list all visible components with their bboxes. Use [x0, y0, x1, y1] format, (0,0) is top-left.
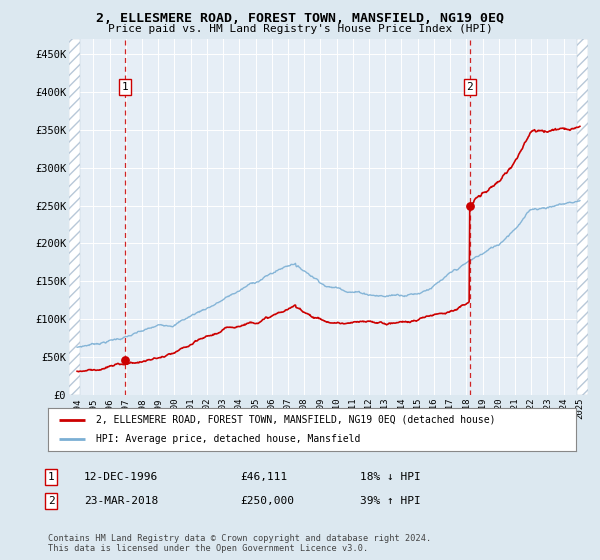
Text: 2, ELLESMERE ROAD, FOREST TOWN, MANSFIELD, NG19 0EQ (detached house): 2, ELLESMERE ROAD, FOREST TOWN, MANSFIEL…: [95, 415, 495, 424]
Text: 23-MAR-2018: 23-MAR-2018: [84, 496, 158, 506]
Text: 18% ↓ HPI: 18% ↓ HPI: [360, 472, 421, 482]
Text: 2, ELLESMERE ROAD, FOREST TOWN, MANSFIELD, NG19 0EQ: 2, ELLESMERE ROAD, FOREST TOWN, MANSFIEL…: [96, 12, 504, 25]
Point: [120, 356, 130, 365]
Text: 1: 1: [47, 472, 55, 482]
Text: £46,111: £46,111: [240, 472, 287, 482]
Text: 1: 1: [122, 82, 128, 92]
Text: 2: 2: [467, 82, 473, 92]
Text: Price paid vs. HM Land Registry's House Price Index (HPI): Price paid vs. HM Land Registry's House …: [107, 24, 493, 34]
Text: £250,000: £250,000: [240, 496, 294, 506]
Text: 2: 2: [47, 496, 55, 506]
Text: 39% ↑ HPI: 39% ↑ HPI: [360, 496, 421, 506]
Text: 12-DEC-1996: 12-DEC-1996: [84, 472, 158, 482]
Text: Contains HM Land Registry data © Crown copyright and database right 2024.
This d: Contains HM Land Registry data © Crown c…: [48, 534, 431, 553]
Text: HPI: Average price, detached house, Mansfield: HPI: Average price, detached house, Mans…: [95, 434, 360, 444]
Point: [465, 201, 475, 210]
